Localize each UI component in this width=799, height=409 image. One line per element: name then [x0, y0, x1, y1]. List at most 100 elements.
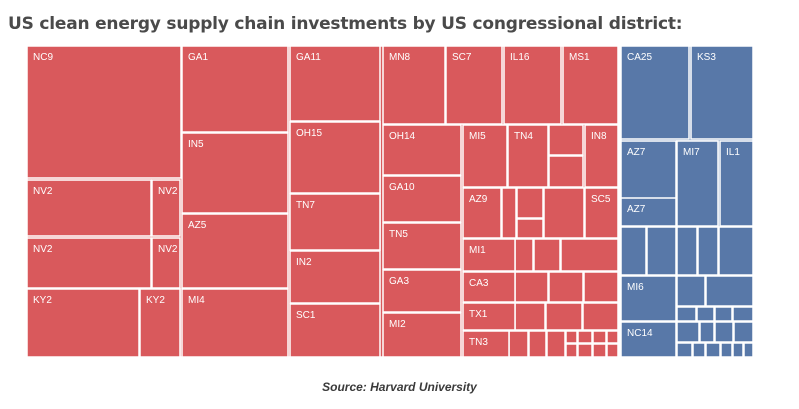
district-tile-nv2 — [26, 179, 152, 237]
district-label-sc7: SC7 — [452, 52, 472, 63]
district-tile-nv2 — [151, 179, 181, 237]
district-tile-filler — [514, 271, 549, 303]
district-tile-il1 — [719, 140, 754, 227]
district-label-az5: AZ5 — [188, 220, 207, 231]
district-tile-filler — [516, 187, 544, 219]
district-label-nv2: NV2 — [33, 244, 53, 255]
district-tile-filler — [699, 321, 715, 343]
district-tile-mi2 — [382, 312, 462, 358]
district-label-tx1: TX1 — [469, 309, 488, 320]
chart-title: US clean energy supply chain investments… — [8, 14, 683, 34]
district-tile-ky2 — [26, 288, 140, 358]
district-tile-filler — [676, 306, 697, 322]
district-label-az7: AZ7 — [627, 204, 646, 215]
district-tile-filler — [514, 302, 546, 331]
district-tile-mi4 — [181, 288, 289, 358]
district-tile-filler — [543, 187, 585, 239]
district-tile-filler — [565, 343, 578, 358]
district-tile-filler — [620, 226, 647, 276]
district-tile-filler — [697, 226, 719, 276]
district-tile-filler — [732, 342, 744, 358]
district-tile-nv2 — [26, 237, 152, 289]
district-tile-tn5 — [382, 222, 462, 270]
district-tile-filler — [545, 302, 583, 331]
district-tile-az7 — [620, 197, 677, 227]
district-tile-filler — [714, 306, 733, 322]
district-tile-az9 — [462, 187, 502, 239]
district-label-nv2: NV2 — [158, 186, 178, 197]
district-tile-filler — [508, 330, 529, 358]
district-tile-filler — [705, 342, 721, 358]
district-label-tn5: TN5 — [389, 229, 408, 240]
district-tile-filler — [606, 330, 619, 344]
district-label-il1: IL1 — [726, 147, 740, 158]
district-tile-ga3 — [382, 269, 462, 313]
district-tile-filler — [548, 124, 584, 156]
district-label-mi1: MI1 — [469, 245, 486, 256]
district-label-nc9: NC9 — [33, 52, 53, 63]
district-label-ga11: GA11 — [296, 52, 321, 63]
district-tile-filler — [583, 271, 619, 303]
district-label-nv2: NV2 — [158, 244, 178, 255]
district-label-ky2: KY2 — [146, 295, 165, 306]
district-label-oh14: OH14 — [389, 131, 416, 142]
district-tile-sc5 — [584, 187, 619, 239]
district-label-il16: IL16 — [510, 52, 530, 63]
district-label-mn8: MN8 — [389, 52, 411, 63]
district-tile-filler — [548, 271, 584, 303]
district-tile-in5 — [181, 132, 289, 214]
district-tile-tn3 — [462, 330, 510, 358]
district-tile-filler — [560, 238, 619, 272]
district-label-mi5: MI5 — [469, 131, 486, 142]
district-tile-filler — [516, 218, 544, 239]
district-tile-ga1 — [181, 45, 289, 133]
district-label-ca25: CA25 — [627, 52, 652, 63]
district-label-ga1: GA1 — [188, 52, 208, 63]
district-label-tn7: TN7 — [296, 200, 315, 211]
district-tile-filler — [582, 302, 619, 331]
district-tile-filler — [720, 342, 733, 358]
district-tile-filler — [732, 306, 754, 322]
district-label-sc5: SC5 — [591, 194, 611, 205]
district-label-nv2: NV2 — [33, 186, 53, 197]
district-tile-filler — [646, 226, 677, 276]
district-label-nc14: NC14 — [627, 328, 653, 339]
district-tile-ga11 — [289, 45, 381, 122]
district-tile-filler — [714, 321, 734, 343]
district-tile-filler — [696, 306, 715, 322]
district-label-mi4: MI4 — [188, 295, 205, 306]
district-tile-filler — [676, 226, 698, 276]
district-tile-filler — [733, 321, 754, 343]
district-tile-filler — [592, 343, 607, 358]
district-tile-nv2 — [151, 237, 181, 289]
district-tile-filler — [718, 226, 754, 276]
district-tile-nc14 — [620, 321, 677, 358]
district-label-ms1: MS1 — [569, 52, 590, 63]
district-tile-filler — [606, 343, 619, 358]
district-tile-ks3 — [690, 45, 754, 140]
district-label-tn3: TN3 — [469, 337, 488, 348]
district-tile-tn7 — [289, 193, 381, 251]
district-tile-filler — [548, 155, 584, 188]
district-tile-mi6 — [620, 275, 677, 322]
district-tile-sc7 — [445, 45, 503, 125]
district-label-az7: AZ7 — [627, 147, 646, 158]
district-label-mi6: MI6 — [627, 282, 644, 293]
district-tile-oh15 — [289, 121, 381, 194]
district-tile-il16 — [503, 45, 562, 125]
district-tile-filler — [533, 238, 561, 272]
district-tile-filler — [577, 330, 593, 344]
district-tile-filler — [676, 342, 693, 358]
district-label-ky2: KY2 — [33, 295, 52, 306]
district-tile-filler — [577, 343, 593, 358]
district-tile-ms1 — [562, 45, 619, 125]
district-tile-filler — [676, 275, 706, 307]
district-tile-mn8 — [382, 45, 446, 125]
district-tile-ca3 — [462, 271, 516, 303]
district-tile-filler — [528, 330, 547, 358]
district-tile-ky2 — [139, 288, 181, 358]
district-label-oh15: OH15 — [296, 128, 323, 139]
district-tile-ga10 — [382, 175, 462, 223]
district-label-mi7: MI7 — [683, 147, 700, 158]
source-note: Source: Harvard University — [322, 380, 477, 394]
